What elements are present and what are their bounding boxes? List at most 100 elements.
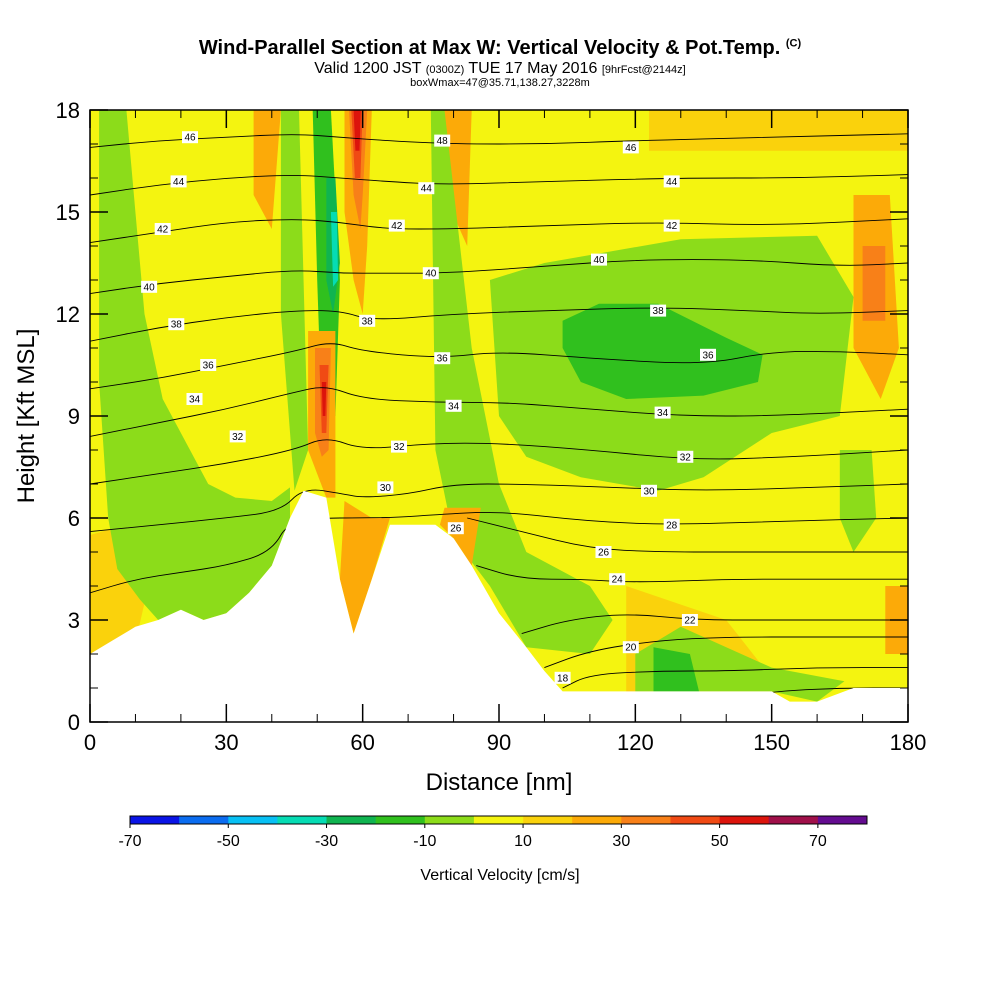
svg-text:44: 44 (421, 184, 433, 195)
contour-label-7: 32 (229, 430, 246, 443)
contour-label-26: 30 (641, 484, 657, 497)
contour-labels: 46 44 42 40 38 36 34 32 48 44 42 40 38 36 34 32 30 26 46 44… (141, 131, 716, 684)
svg-text:36: 36 (203, 361, 215, 372)
colorbar-swatch-1 (179, 816, 229, 824)
valid-time-line: Valid 1200 JST (0300Z) TUE 17 May 2016 [… (0, 60, 1000, 78)
contour-label-27: 28 (663, 518, 680, 531)
contour-label-14: 34 (445, 399, 462, 412)
colorbar-swatch-0 (130, 816, 180, 824)
velocity-region-9 (99, 110, 290, 620)
colorbar-title: Vertical Velocity [cm/s] (420, 867, 579, 884)
svg-text:34: 34 (189, 395, 201, 406)
contour-label-2: 42 (154, 223, 171, 236)
theta-contour-40 (90, 259, 908, 295)
theta-contour-28 (90, 512, 908, 594)
valid-date: TUE 17 May 2016 (468, 60, 598, 77)
valid-time-utc: (0300Z) (425, 64, 465, 76)
velocity-region-5 (862, 246, 886, 321)
colorbar-tick-label-3: -10 (413, 833, 436, 850)
theta-contour-42 (90, 218, 908, 244)
colorbar-swatch-3 (277, 816, 327, 824)
theta-contour-30 (90, 483, 908, 533)
velocity-region-10 (280, 110, 309, 491)
svg-text:44: 44 (666, 177, 678, 188)
y-tick-label-12: 12 (56, 302, 80, 327)
velocity-region-27 (321, 382, 327, 416)
x-tick-label-60: 60 (350, 730, 374, 755)
velocity-region-13 (839, 450, 877, 552)
colorbar-swatch-7 (473, 816, 524, 824)
svg-text:38: 38 (171, 320, 183, 331)
contour-label-28: 26 (595, 546, 612, 559)
contour-label-23: 36 (700, 348, 716, 361)
y-axis-title: Height [Kft MSL] (13, 329, 40, 504)
x-tick-label-180: 180 (890, 730, 927, 755)
colorbar: -70 -50 -30 -10 10 30 50 70 Vertical Velocity [c… (118, 815, 868, 884)
svg-text:32: 32 (680, 452, 692, 463)
svg-text:40: 40 (425, 269, 437, 280)
y-tick-label-0: 0 (68, 710, 80, 735)
theta-contour-20 (544, 636, 908, 669)
theta-contour-36 (90, 343, 908, 390)
contour-label-21: 40 (591, 253, 607, 266)
contour-label-30: 22 (681, 614, 698, 627)
valid-time: Valid 1200 JST (314, 60, 422, 77)
svg-text:44: 44 (173, 177, 185, 188)
x-tick-label-30: 30 (214, 730, 238, 755)
y-tick-label-9: 9 (68, 404, 80, 429)
y-tick-label-18: 18 (56, 98, 80, 123)
theta-contour-38 (90, 307, 908, 342)
contour-label-5: 36 (200, 359, 217, 372)
svg-text:46: 46 (184, 133, 196, 144)
contour-label-15: 32 (391, 440, 407, 453)
colorbar-tick-label-0: -70 (118, 833, 141, 850)
x-tick-label-0: 0 (84, 730, 96, 755)
contour-label-11: 40 (422, 267, 439, 280)
y-tick-label-3: 3 (68, 608, 80, 633)
contour-label-8: 48 (434, 134, 451, 147)
colorbar-swatch-5 (375, 816, 426, 824)
velocity-region-7 (253, 110, 281, 229)
colorbar-swatch-2 (228, 816, 278, 824)
svg-text:34: 34 (448, 401, 460, 412)
theta-contour-26 (467, 517, 908, 553)
svg-text:38: 38 (362, 316, 374, 327)
x-tick-label-150: 150 (753, 730, 790, 755)
colorbar-tick-label-6: 50 (711, 833, 729, 850)
svg-text:38: 38 (653, 306, 665, 317)
svg-text:22: 22 (684, 616, 696, 627)
velocity-region-16 (653, 647, 699, 692)
contour-label-29: 24 (609, 573, 626, 586)
svg-text:20: 20 (625, 643, 637, 654)
theta-contour-22 (521, 614, 908, 635)
svg-text:24: 24 (612, 575, 624, 586)
copyright-mark: (C) (785, 37, 802, 50)
colorbar-tick-label-5: 30 (612, 833, 630, 850)
contour-label-20: 42 (663, 219, 680, 232)
colorbar-swatch-13 (768, 816, 819, 824)
contour-label-22: 38 (650, 304, 667, 317)
contour-label-12: 38 (359, 314, 376, 327)
y-tick-label-6: 6 (68, 506, 80, 531)
contour-label-0: 46 (182, 131, 198, 144)
theta-contour-18 (562, 667, 908, 689)
contour-label-17: 26 (447, 522, 464, 535)
contour-label-10: 42 (388, 219, 405, 232)
colorbar-swatch-6 (424, 816, 475, 824)
terrain-mask (90, 490, 908, 722)
colorbar-swatch-9 (572, 816, 622, 824)
svg-text:40: 40 (144, 282, 156, 293)
contour-label-25: 32 (677, 450, 694, 463)
svg-text:30: 30 (643, 486, 655, 497)
terrain (90, 490, 908, 722)
velocity-region-28 (339, 501, 390, 634)
contour-label-4: 38 (168, 318, 185, 331)
chart-title-text: Wind-Parallel Section at Max W: Vertical… (198, 37, 781, 59)
contour-label-13: 36 (434, 352, 451, 365)
svg-text:42: 42 (157, 225, 169, 236)
theta-contour-34 (90, 387, 908, 437)
colorbar-swatch-8 (523, 816, 573, 824)
colorbar-swatch-14 (817, 816, 868, 824)
